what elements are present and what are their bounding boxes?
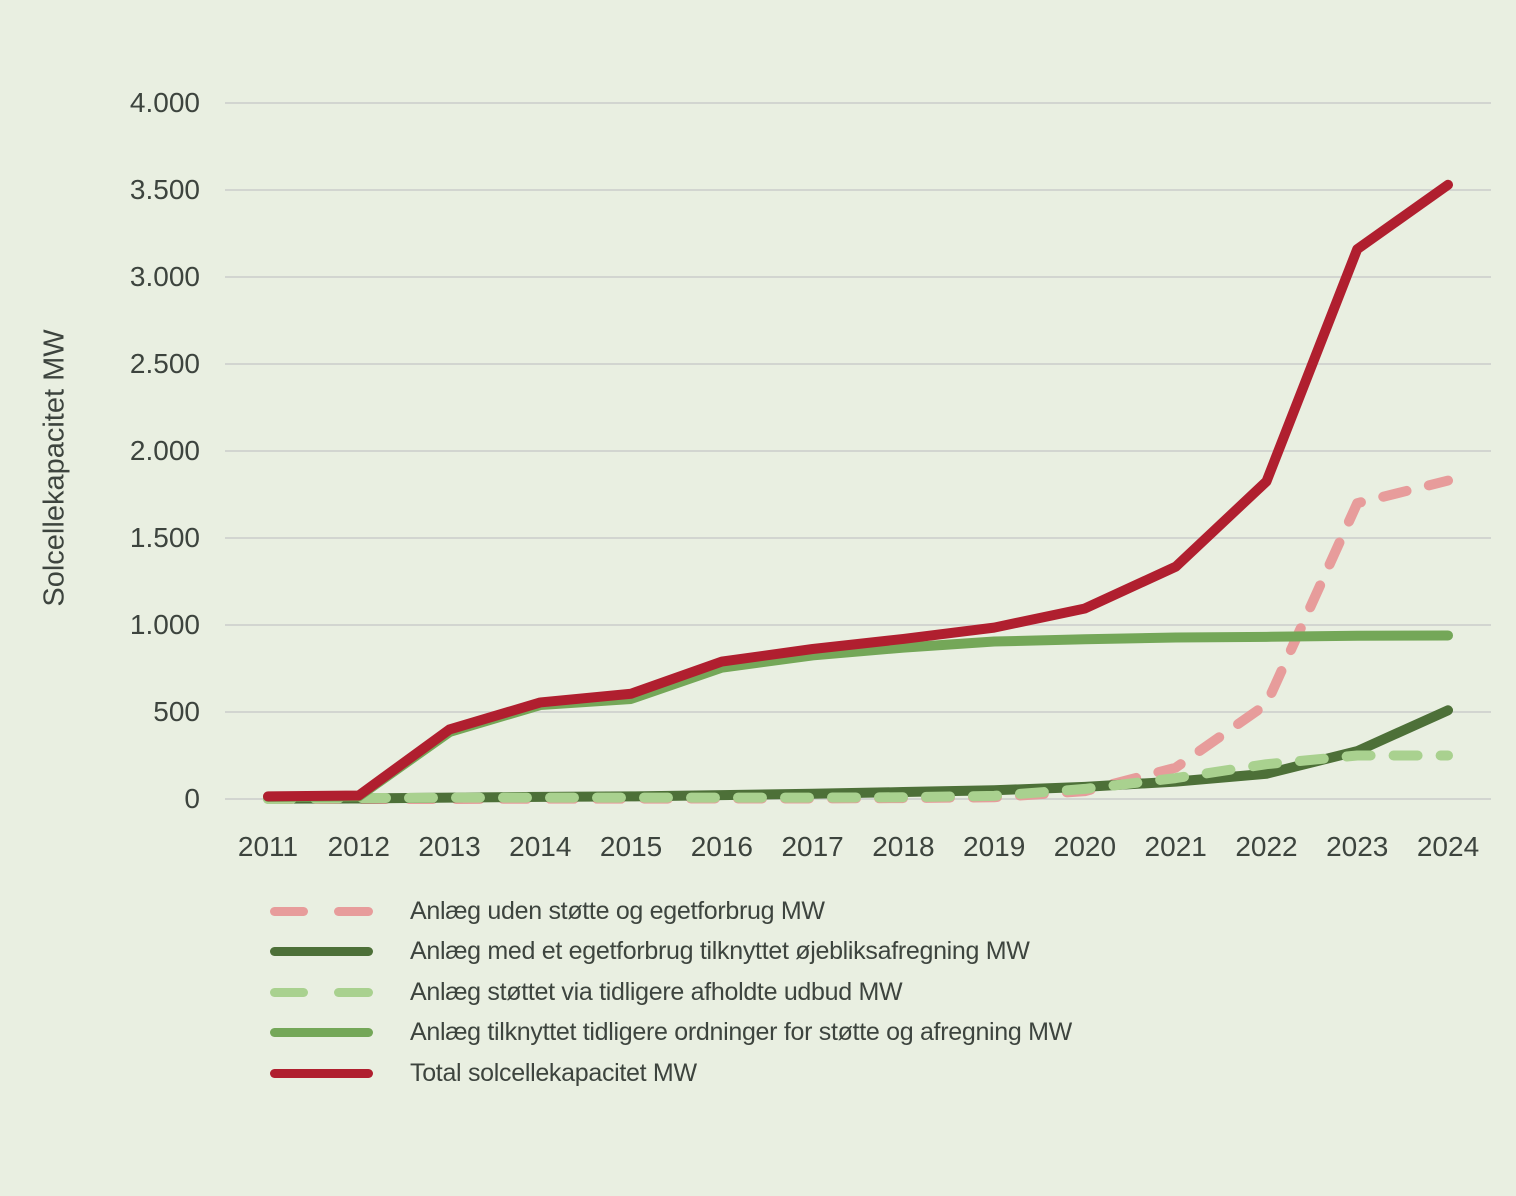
y-tick-label: 3.000 [130, 261, 200, 292]
legend-swatch-stoettet-via-udbud [270, 987, 373, 997]
y-tick-label: 0 [184, 783, 200, 814]
legend-label: Total solcellekapacitet MW [410, 1058, 697, 1087]
x-tick-label: 2024 [1417, 831, 1479, 862]
y-tick-label: 3.500 [130, 174, 200, 205]
x-tick-label: 2012 [328, 831, 390, 862]
series-line-egetforbrug-oejebliksafregning [263, 705, 1454, 804]
legend-swatch-line [270, 1028, 373, 1038]
y-tick-label: 2.000 [130, 435, 200, 466]
legend-swatch-uden-stoette-egetforbrug [270, 906, 373, 916]
legend-swatch-total-solcellekapacitet [270, 1068, 373, 1078]
legend-item-tidligere-ordninger: Anlæg tilknyttet tidligere ordninger for… [270, 1013, 1072, 1054]
legend-swatch-tidligere-ordninger [270, 1028, 373, 1038]
series-line-stoettet-via-udbud [263, 750, 1454, 804]
x-tick-label: 2021 [1145, 831, 1207, 862]
legend-swatch-dash [334, 987, 373, 997]
x-tick-label: 2011 [238, 831, 298, 862]
x-tick-label: 2018 [872, 831, 934, 862]
x-tick-label: 2017 [781, 831, 843, 862]
x-tick-label: 2015 [600, 831, 662, 862]
legend-label: Anlæg tilknyttet tidligere ordninger for… [410, 1018, 1072, 1047]
y-tick-label: 1.500 [130, 522, 200, 553]
x-tick-label: 2014 [509, 831, 571, 862]
y-tick-label: 500 [153, 696, 200, 727]
y-axis-tick-labels: 0 500 1.000 1.500 2.000 2.500 3.000 3.500 4.000 [130, 87, 200, 814]
gridlines [225, 102, 1491, 800]
x-tick-label: 2020 [1054, 831, 1116, 862]
legend-swatch-line [270, 947, 373, 957]
legend-swatch-egetforbrug-oejebliksafregning [270, 947, 373, 957]
legend: Anlæg uden støtte og egetforbrug MW Anlæg… [270, 891, 1072, 1094]
x-tick-label: 2022 [1235, 831, 1297, 862]
legend-swatch-dash [270, 906, 308, 916]
y-tick-label: 4.000 [130, 87, 200, 118]
legend-item-stoettet-via-udbud: Anlæg støttet via tidligere afholdte udb… [270, 972, 1072, 1013]
legend-swatch-dash [334, 906, 373, 916]
x-axis-tick-labels: 2011 2012 2013 2014 2015 2016 2017 2018 2019 2020… [238, 831, 1479, 862]
legend-label: Anlæg støttet via tidligere afholdte udb… [410, 977, 903, 1006]
legend-item-total-solcellekapacitet: Total solcellekapacitet MW [270, 1053, 1072, 1094]
x-tick-label: 2019 [963, 831, 1025, 862]
legend-item-uden-stoette-egetforbrug: Anlæg uden støtte og egetforbrug MW [270, 891, 1072, 932]
legend-item-egetforbrug-oejebliksafregning: Anlæg med et egetforbrug tilknyttet øjeb… [270, 932, 1072, 973]
x-tick-label: 2023 [1326, 831, 1388, 862]
x-tick-label: 2016 [691, 831, 753, 862]
y-tick-label: 2.500 [130, 348, 200, 379]
series-line-total-solcellekapacitet [263, 179, 1454, 802]
legend-swatch-line [270, 1068, 373, 1078]
legend-swatch-dash [270, 987, 308, 997]
legend-label: Anlæg uden støtte og egetforbrug MW [410, 896, 825, 925]
y-tick-label: 1.000 [130, 609, 200, 640]
legend-label: Anlæg med et egetforbrug tilknyttet øjeb… [410, 937, 1030, 966]
series-lines [263, 179, 1454, 804]
x-tick-label: 2013 [418, 831, 480, 862]
